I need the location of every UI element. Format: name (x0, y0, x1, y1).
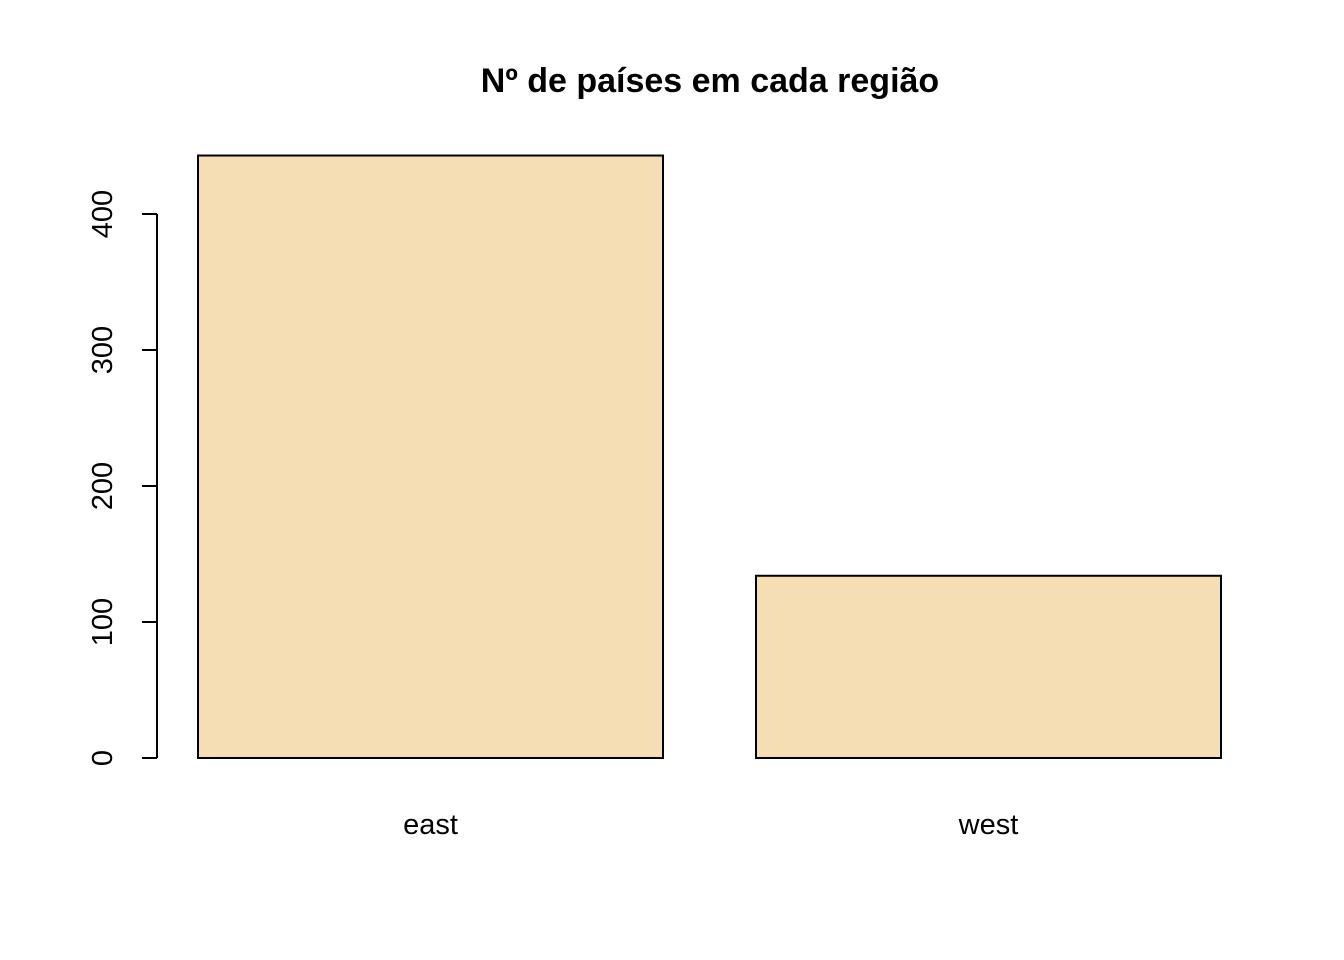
y-tick-label: 200 (87, 462, 119, 510)
bars (197, 154, 1222, 760)
bar-west (755, 574, 1222, 760)
y-axis: 0 100 200 300 400 (87, 190, 158, 766)
x-label-west: west (958, 809, 1019, 841)
x-axis-labels: east west (403, 809, 1018, 841)
y-tick-label: 300 (87, 326, 119, 374)
bar-east (197, 154, 664, 759)
x-label-east: east (403, 809, 458, 841)
y-tick-label: 100 (87, 598, 119, 646)
y-tick-label: 0 (87, 750, 119, 766)
chart-title: Nº de países em cada região (481, 62, 939, 100)
y-tick-label: 400 (87, 190, 119, 238)
